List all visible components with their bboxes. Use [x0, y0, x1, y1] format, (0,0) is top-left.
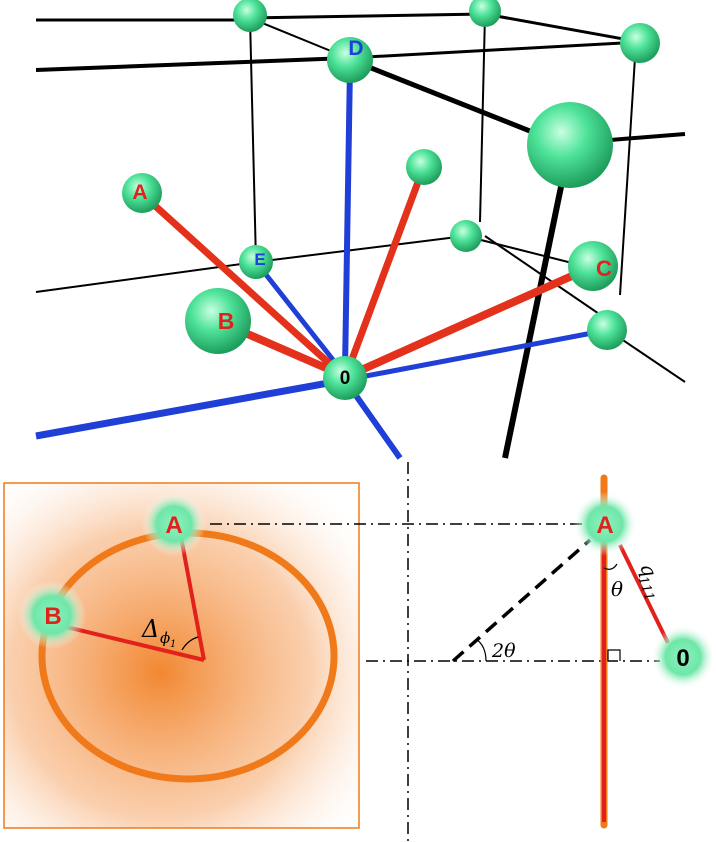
label-b: B	[218, 308, 235, 334]
label-d: D	[348, 37, 363, 60]
theta-arc	[603, 563, 618, 570]
radius-b	[57, 623, 205, 662]
sphere-a	[122, 173, 162, 213]
radius-a	[179, 536, 206, 661]
label-e: E	[254, 250, 265, 269]
side-node-a-label: A	[596, 512, 613, 539]
right-angle-marker	[607, 649, 621, 661]
angle-phi-sub: ϕ	[160, 629, 170, 647]
angle-arc	[181, 636, 199, 651]
sphere-b	[185, 288, 251, 354]
side-node-a-glow	[573, 492, 637, 556]
reflection-line	[451, 538, 592, 663]
node-b-glow	[18, 581, 86, 649]
sphere-top-right	[620, 23, 660, 63]
angle-phi-sub2: 1	[170, 639, 176, 650]
two-theta-label: 2θ	[491, 640, 516, 662]
label-origin: 0	[340, 368, 351, 389]
sphere-top-mid	[469, 0, 501, 27]
lattice-spheres	[122, 0, 660, 400]
label-a: A	[132, 181, 147, 204]
node-a-glow	[142, 492, 206, 556]
q111-label: q 111	[635, 560, 662, 603]
sphere-origin	[323, 356, 367, 400]
angle-delta-label: Δ	[141, 615, 159, 643]
node-b-label: B	[44, 603, 61, 630]
q-vector	[618, 544, 670, 644]
sphere-large	[527, 102, 613, 188]
sphere-e	[239, 245, 273, 279]
lattice-panel: A B C D E 0	[35, 0, 686, 460]
lattice-labels: A B C D E 0	[132, 37, 612, 389]
side-node-origin-label: 0	[676, 645, 689, 672]
sphere-top-left	[233, 0, 267, 32]
theta-label: θ	[611, 577, 623, 601]
sphere-right-low	[587, 310, 627, 350]
blue-axis-lines	[35, 65, 609, 460]
two-theta-arc	[475, 638, 487, 662]
circle-projection-panel: Δ ϕ 1 A B	[3, 482, 360, 829]
side-view-panel: 2θ θ q 111 A 0	[210, 462, 715, 842]
sphere-c	[568, 241, 618, 291]
node-a-label: A	[165, 512, 182, 539]
side-node-origin-glow	[651, 625, 715, 689]
sphere-d	[327, 37, 373, 83]
sphere-upper-mid	[406, 149, 442, 185]
svg-text:111: 111	[635, 575, 657, 603]
sphere-center-back	[450, 220, 482, 252]
label-c: C	[596, 256, 612, 281]
